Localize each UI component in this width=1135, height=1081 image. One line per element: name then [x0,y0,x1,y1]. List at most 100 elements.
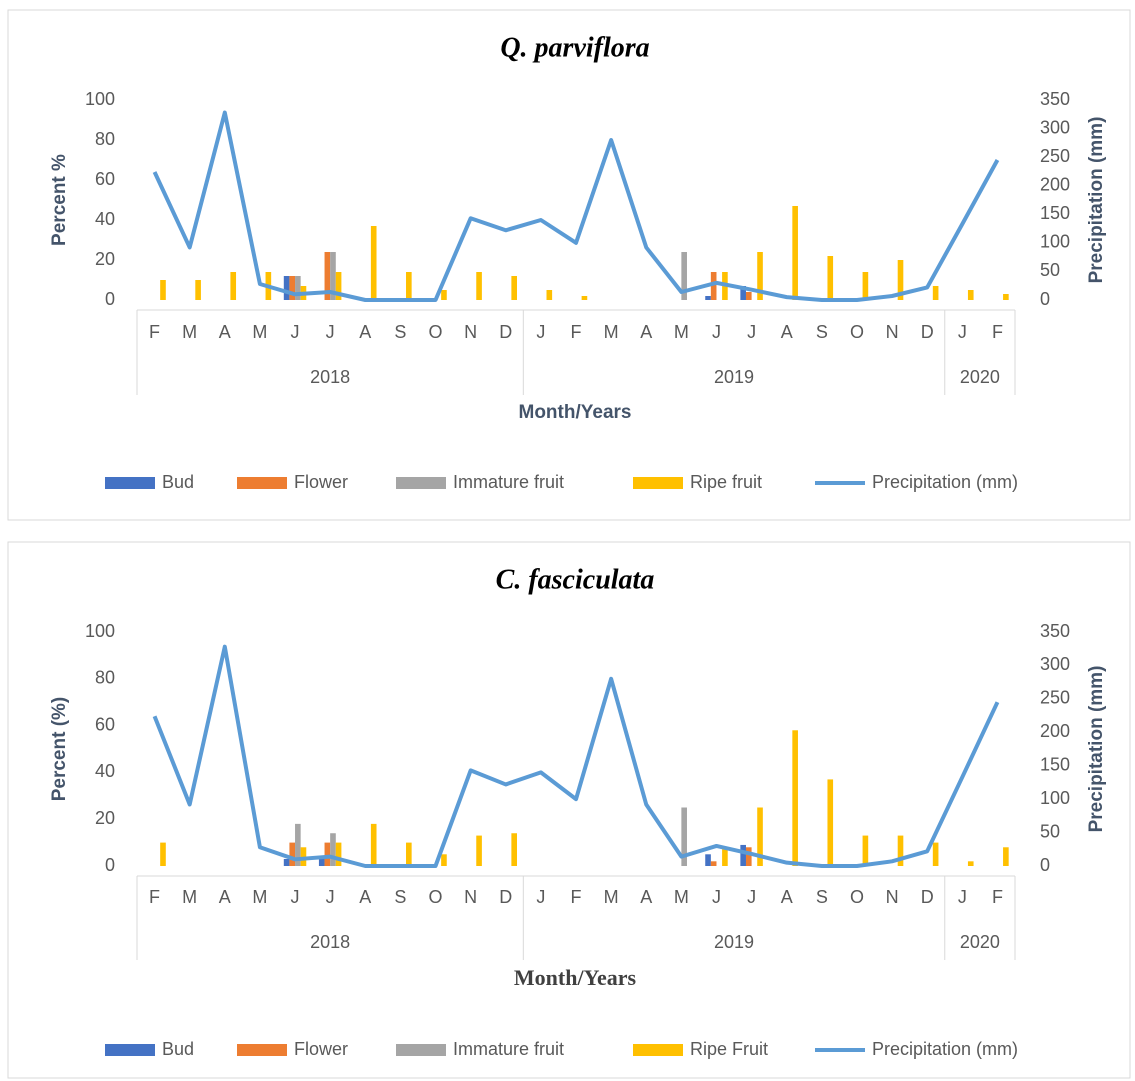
y2-tick-label: 250 [1040,146,1070,166]
bar [289,842,296,866]
x-tick-label: A [359,887,371,907]
y-tick-label: 60 [95,714,115,734]
y-tick-label: 40 [95,209,115,229]
x-tick-label: M [604,887,619,907]
bar [792,206,798,300]
y2-tick-label: 0 [1040,855,1050,875]
x-tick-label: A [219,322,231,342]
x-tick-label: J [712,322,721,342]
x-tick-label: F [992,887,1003,907]
x-tick-label: O [850,322,864,342]
bar [827,256,834,300]
bar [283,858,290,866]
legend-swatch [105,1044,155,1056]
bar [324,252,331,300]
bar [581,296,588,300]
bar [324,842,331,866]
bar [295,276,301,300]
x-tick-label: J [536,322,545,342]
x-tick-label: A [640,887,652,907]
bar [476,835,482,866]
x-tick-label: O [429,887,443,907]
legend-label: Ripe fruit [690,472,762,492]
bar [1003,294,1009,300]
y2-tick-label: 50 [1040,260,1060,280]
x-tick-label: D [499,322,512,342]
legend-label: Bud [162,472,194,492]
legend-label: Precipitation (mm) [872,472,1018,492]
bar [295,823,301,866]
x-tick-label: J [291,887,300,907]
legend-swatch [633,1044,683,1056]
x-tick-label: M [182,887,197,907]
x-tick-label: S [394,887,406,907]
bar [370,823,377,866]
precipitation-line [152,644,1000,868]
panel-border [7,9,1131,521]
bar [681,807,687,866]
legend-swatch [396,477,446,489]
y2-tick-label: 350 [1040,89,1070,109]
bar [740,844,746,866]
x-tick-label: F [571,887,582,907]
bar [967,861,974,866]
x-tick-label: M [604,322,619,342]
legend-swatch [396,1044,446,1056]
bar [862,835,869,866]
bar [195,280,201,300]
y2-tick-label: 150 [1040,203,1070,223]
legend-label: Bud [162,1039,194,1059]
bar [705,296,711,300]
legend-label: Immature fruit [453,472,564,492]
bar [330,252,336,300]
x-tick-label: J [958,322,967,342]
bar [476,272,482,300]
bar [967,290,974,300]
y2-axis-title: Precipitation (mm) [1086,666,1107,833]
bar [335,842,342,866]
bar [827,779,834,866]
y2-tick-label: 250 [1040,688,1070,708]
bar [406,842,412,866]
legend-label: Immature fruit [453,1039,564,1059]
x-tick-label: J [747,887,756,907]
x-tick-label: N [886,322,899,342]
x-tick-label: A [359,322,371,342]
precipitation-line [152,110,1000,302]
bar [757,807,763,866]
x-tick-label: O [850,887,864,907]
x-tick-label: J [326,322,335,342]
x-tick-label: D [921,322,934,342]
bar [710,272,717,300]
y2-axis-title: Precipitation (mm) [1086,117,1107,284]
bar [932,842,939,866]
bar [160,280,166,300]
y2-tick-label: 100 [1040,788,1070,808]
y-tick-label: 20 [95,808,115,828]
x-tick-label: M [252,887,267,907]
bar [681,252,687,300]
bar [897,835,904,866]
bar [406,272,412,300]
legend-swatch [237,477,287,489]
y2-tick-label: 350 [1040,621,1070,641]
x-tick-label: J [958,887,967,907]
x-tick-label: A [781,887,793,907]
bar [511,276,517,300]
x-tick-label: M [252,322,267,342]
x-tick-label: A [640,322,652,342]
x-tick-label: D [499,887,512,907]
x-axis-title: Month/Years [519,402,632,423]
x-tick-label: F [149,887,160,907]
bar [740,286,746,300]
x-tick-label: F [992,322,1003,342]
bar [897,260,904,300]
x-tick-label: J [326,887,335,907]
bar [370,226,377,300]
year-label: 2020 [960,932,1000,952]
y2-tick-label: 150 [1040,754,1070,774]
legend-swatch [105,477,155,489]
y-tick-label: 0 [105,855,115,875]
